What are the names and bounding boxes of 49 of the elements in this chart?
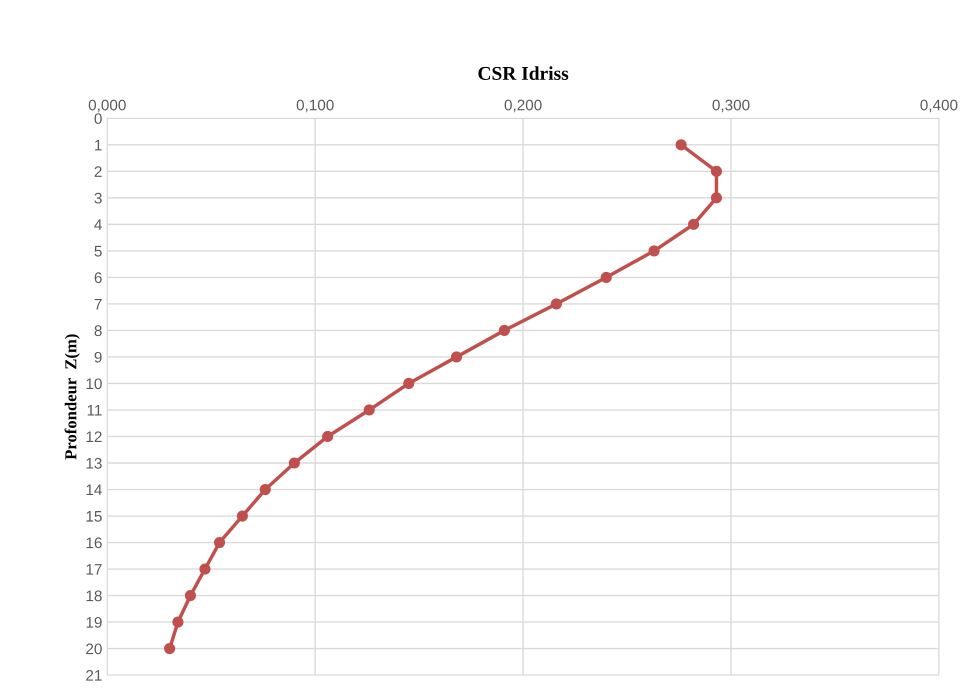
- x-tick-label: 0,400: [920, 100, 958, 112]
- y-tick-label: 2: [94, 166, 102, 177]
- point: [498, 324, 510, 336]
- y-tick-label: 18: [86, 590, 102, 602]
- y-tick-label: 3: [94, 192, 102, 204]
- x-tick-label: 0,100: [296, 100, 334, 112]
- point: [172, 616, 184, 628]
- x-tick-label: 0,000: [88, 100, 126, 112]
- point: [710, 166, 722, 177]
- x-tick-label: 0,300: [712, 100, 750, 112]
- y-tick-label: 11: [88, 405, 102, 416]
- y-tick-label: 17: [86, 564, 102, 575]
- point: [214, 536, 226, 548]
- point: [550, 298, 562, 310]
- point: [260, 484, 271, 496]
- point: [364, 404, 375, 416]
- point: [288, 457, 300, 469]
- point: [199, 564, 211, 575]
- y-tick-label: 0: [94, 113, 102, 124]
- y-tick-label: 16: [86, 537, 102, 548]
- y-tick-label: 19: [86, 616, 102, 628]
- point: [451, 351, 462, 363]
- y-tick-label: 12: [86, 431, 102, 442]
- y-tick-label: 14: [86, 484, 102, 496]
- y-tick-label: 8: [94, 325, 102, 336]
- y-tick-label: 9: [94, 352, 102, 363]
- y-tick-label: 5: [94, 246, 102, 257]
- point: [600, 272, 612, 283]
- point: [236, 510, 248, 522]
- y-tick-label: 13: [86, 458, 102, 469]
- y-axis-title: Profondeur Z(m): [64, 334, 80, 460]
- y-tick-label: 1: [95, 140, 102, 150]
- y-tick-label: 10: [86, 378, 102, 390]
- y-tick-label: 4: [94, 219, 102, 230]
- point: [648, 245, 660, 256]
- y-tick-label: 6: [94, 272, 102, 284]
- point: [403, 378, 414, 390]
- point: [322, 430, 334, 442]
- point: [688, 218, 700, 230]
- y-tick-label: 15: [86, 511, 102, 522]
- point: [164, 643, 176, 654]
- y-tick-label: 20: [86, 643, 102, 654]
- x-tick-label: 0,200: [504, 100, 542, 112]
- point: [676, 139, 687, 150]
- point: [710, 192, 722, 204]
- point: [184, 590, 196, 602]
- y-tick-label: 7: [94, 298, 102, 310]
- x-axis-title: CSR Idriss: [478, 66, 568, 80]
- y-tick-label: 21: [86, 670, 102, 681]
